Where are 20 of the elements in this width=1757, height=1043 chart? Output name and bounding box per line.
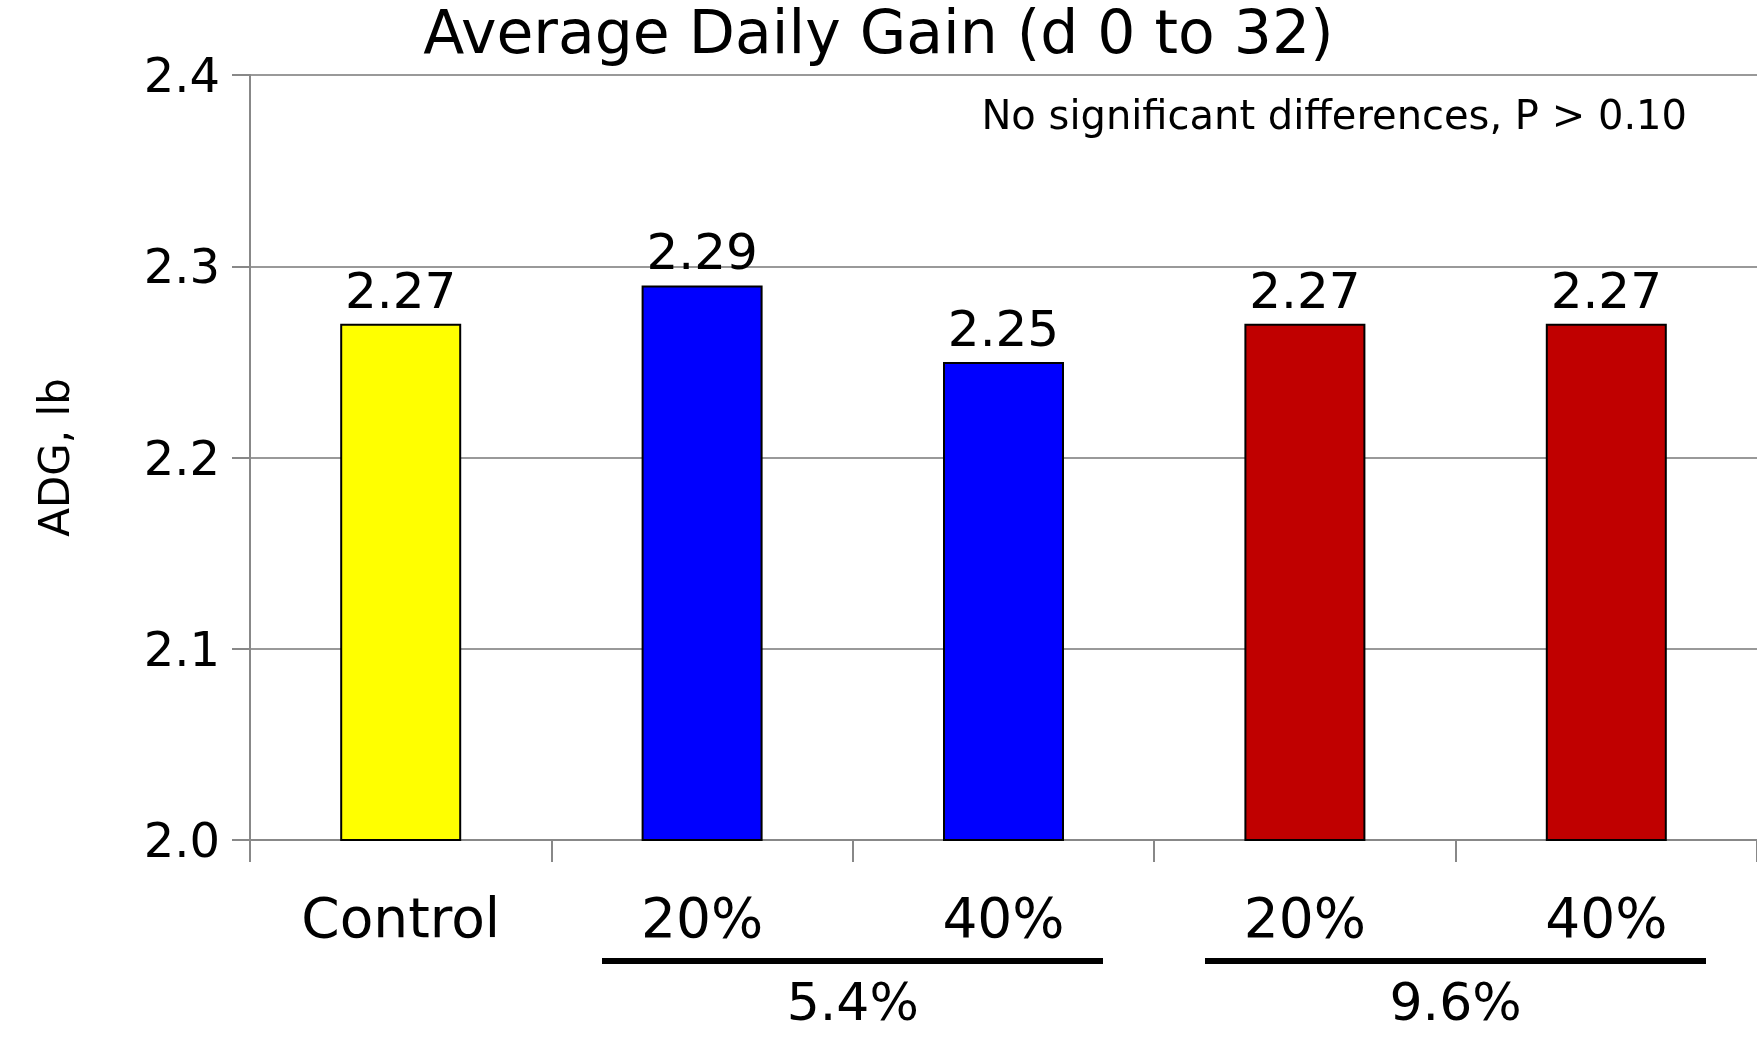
- x-tick-label: 20%: [640, 885, 764, 950]
- data-label: 2.29: [646, 223, 758, 282]
- y-axis-title: ADG, lb: [29, 378, 79, 537]
- text: 5.4%: [785, 972, 920, 1032]
- data-label: 2.27: [1550, 261, 1662, 320]
- y-tick-label: 2.1: [143, 620, 220, 677]
- y-tick-label: 2.4: [143, 47, 220, 103]
- y-tick-label: 2.2: [143, 429, 220, 486]
- text: 9.6%: [1388, 972, 1523, 1032]
- x-tick-label: 40%: [1545, 885, 1668, 950]
- x-tick-label: Control: [301, 885, 501, 950]
- y-tick-label: 2.3: [143, 238, 220, 295]
- chart-title: Average Daily Gain (d 0 to 32): [423, 0, 1334, 67]
- data-label: 2.25: [947, 299, 1060, 358]
- data-label: 2.27: [345, 261, 457, 320]
- annotation: No significant differences, P > 0.10: [981, 92, 1688, 138]
- x-tick-label: 40%: [942, 885, 1065, 950]
- data-label: 2.27: [1249, 261, 1361, 320]
- x-tick-label: 20%: [1243, 885, 1367, 950]
- y-tick-label: 2.0: [143, 812, 220, 868]
